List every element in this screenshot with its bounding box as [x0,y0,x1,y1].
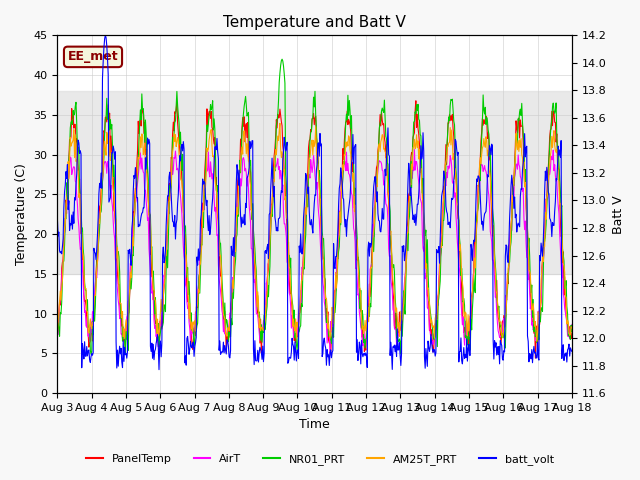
X-axis label: Time: Time [300,419,330,432]
Y-axis label: Temperature (C): Temperature (C) [15,163,28,265]
Y-axis label: Batt V: Batt V [612,195,625,234]
Bar [58,91,572,274]
Text: EE_met: EE_met [68,50,118,63]
Title: Temperature and Batt V: Temperature and Batt V [223,15,406,30]
Legend: PanelTemp, AirT, NR01_PRT, AM25T_PRT, batt_volt: PanelTemp, AirT, NR01_PRT, AM25T_PRT, ba… [81,450,559,469]
